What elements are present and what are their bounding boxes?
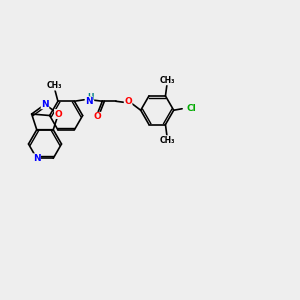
Text: N: N	[33, 154, 40, 163]
Text: O: O	[55, 110, 62, 118]
Text: N: N	[85, 97, 93, 106]
Text: Cl: Cl	[186, 104, 196, 113]
Text: CH₃: CH₃	[159, 76, 175, 85]
Text: N: N	[41, 100, 49, 109]
Text: H: H	[87, 93, 94, 102]
Text: CH₃: CH₃	[159, 136, 175, 145]
Text: CH₃: CH₃	[46, 81, 62, 90]
Text: O: O	[93, 112, 101, 121]
Text: O: O	[124, 97, 132, 106]
